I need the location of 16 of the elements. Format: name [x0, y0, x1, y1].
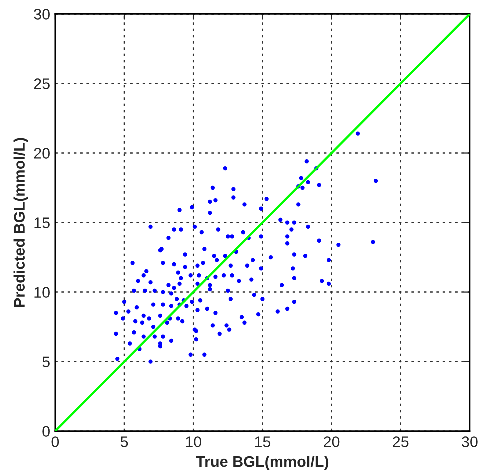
y-axis-title: Predicted BGL(mmol/L)	[14, 138, 28, 308]
x-tick-label: 15	[255, 436, 271, 448]
x-axis-title: True BGL(mmol/L)	[196, 456, 329, 470]
y-tick-label: 15	[34, 218, 50, 228]
x-tick-label: 10	[186, 436, 202, 448]
y-tick-label: 25	[34, 78, 50, 90]
x-tick-label: 25	[393, 436, 409, 448]
y-tick-label: 10	[34, 287, 50, 298]
x-tick-label: 30	[462, 436, 478, 448]
x-tick-label: 20	[324, 436, 340, 448]
x-tick-label: 5	[120, 436, 128, 448]
y-tick-label: 30	[34, 9, 50, 20]
x-tick-label: 0	[52, 436, 60, 448]
y-tick-label: 0	[42, 426, 50, 438]
y-tick-label: 20	[34, 148, 50, 159]
y-tick-label: 5	[42, 356, 50, 368]
